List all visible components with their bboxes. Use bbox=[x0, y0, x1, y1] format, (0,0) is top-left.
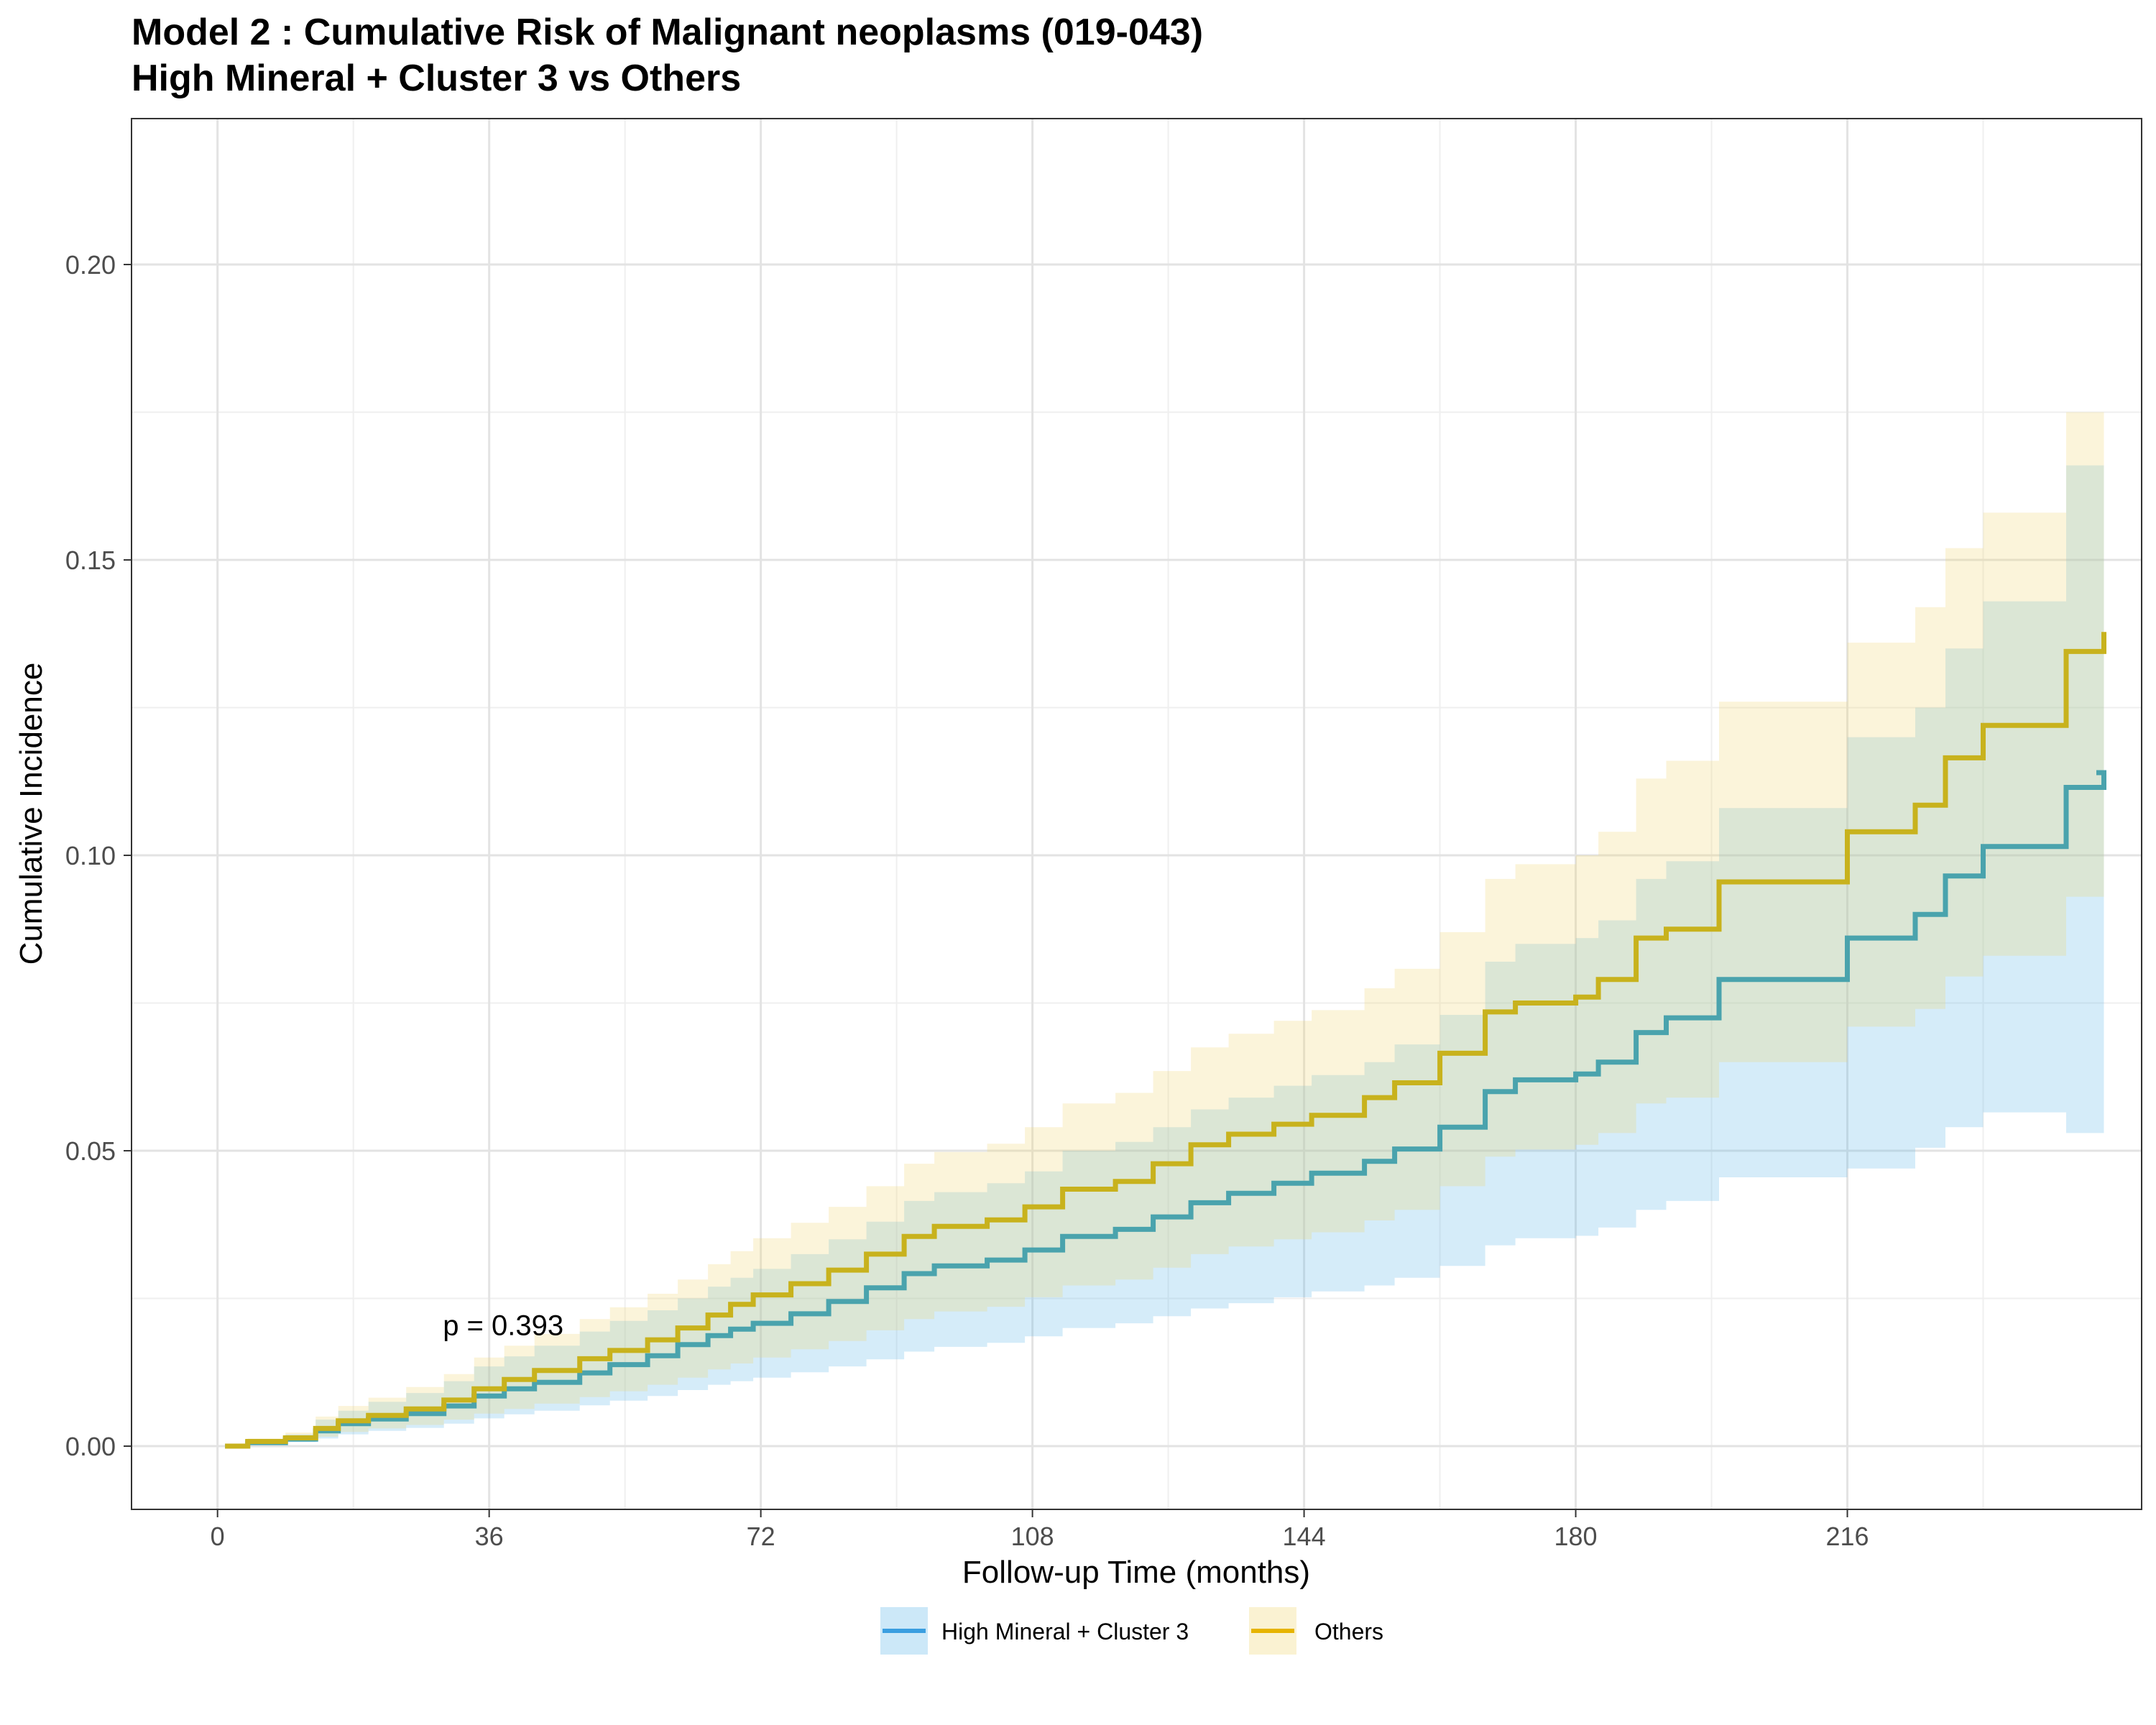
p-value-annotation: p = 0.393 bbox=[443, 1310, 563, 1342]
series-line-1 bbox=[225, 632, 2106, 1449]
series-lines bbox=[225, 632, 2106, 1449]
y-tick-label: 0.15 bbox=[65, 546, 116, 575]
y-tick-label: 0.05 bbox=[65, 1136, 116, 1166]
plot-panel-border bbox=[131, 118, 2142, 1510]
x-axis-title: Follow-up Time (months) bbox=[962, 1555, 1310, 1590]
grid-minor-lines bbox=[132, 119, 2142, 1509]
y-tick-label: 0.00 bbox=[65, 1432, 116, 1461]
x-tick-label: 180 bbox=[1554, 1522, 1598, 1551]
y-axis-title: Cumulative Incidence bbox=[14, 663, 49, 965]
legend-label-high-mineral-cluster3: High Mineral + Cluster 3 bbox=[941, 1619, 1189, 1644]
x-axis-ticks: 0 36 72 108 144 180 216 bbox=[211, 1509, 1869, 1551]
chart-title: Model 2 : Cumulative Risk of Malignant n… bbox=[132, 12, 1203, 53]
legend-label-others: Others bbox=[1314, 1619, 1383, 1644]
confidence-band-1 bbox=[225, 388, 2104, 1447]
y-tick-label: 0.20 bbox=[65, 250, 116, 280]
y-axis-ticks: 0.00 0.05 0.10 0.15 0.20 bbox=[65, 250, 132, 1461]
legend: High Mineral + Cluster 3 Others bbox=[880, 1607, 1383, 1655]
confidence-bands bbox=[225, 388, 2104, 1447]
x-tick-label: 108 bbox=[1011, 1522, 1054, 1551]
x-tick-label: 0 bbox=[211, 1522, 225, 1551]
grid-major-lines bbox=[132, 119, 2142, 1509]
x-tick-label: 72 bbox=[747, 1522, 775, 1551]
y-tick-label: 0.10 bbox=[65, 841, 116, 870]
chart-subtitle: High Mineral + Cluster 3 vs Others bbox=[132, 58, 741, 99]
x-tick-label: 36 bbox=[475, 1522, 504, 1551]
confidence-band-0 bbox=[225, 441, 2104, 1446]
x-tick-label: 216 bbox=[1825, 1522, 1869, 1551]
x-tick-label: 144 bbox=[1283, 1522, 1326, 1551]
